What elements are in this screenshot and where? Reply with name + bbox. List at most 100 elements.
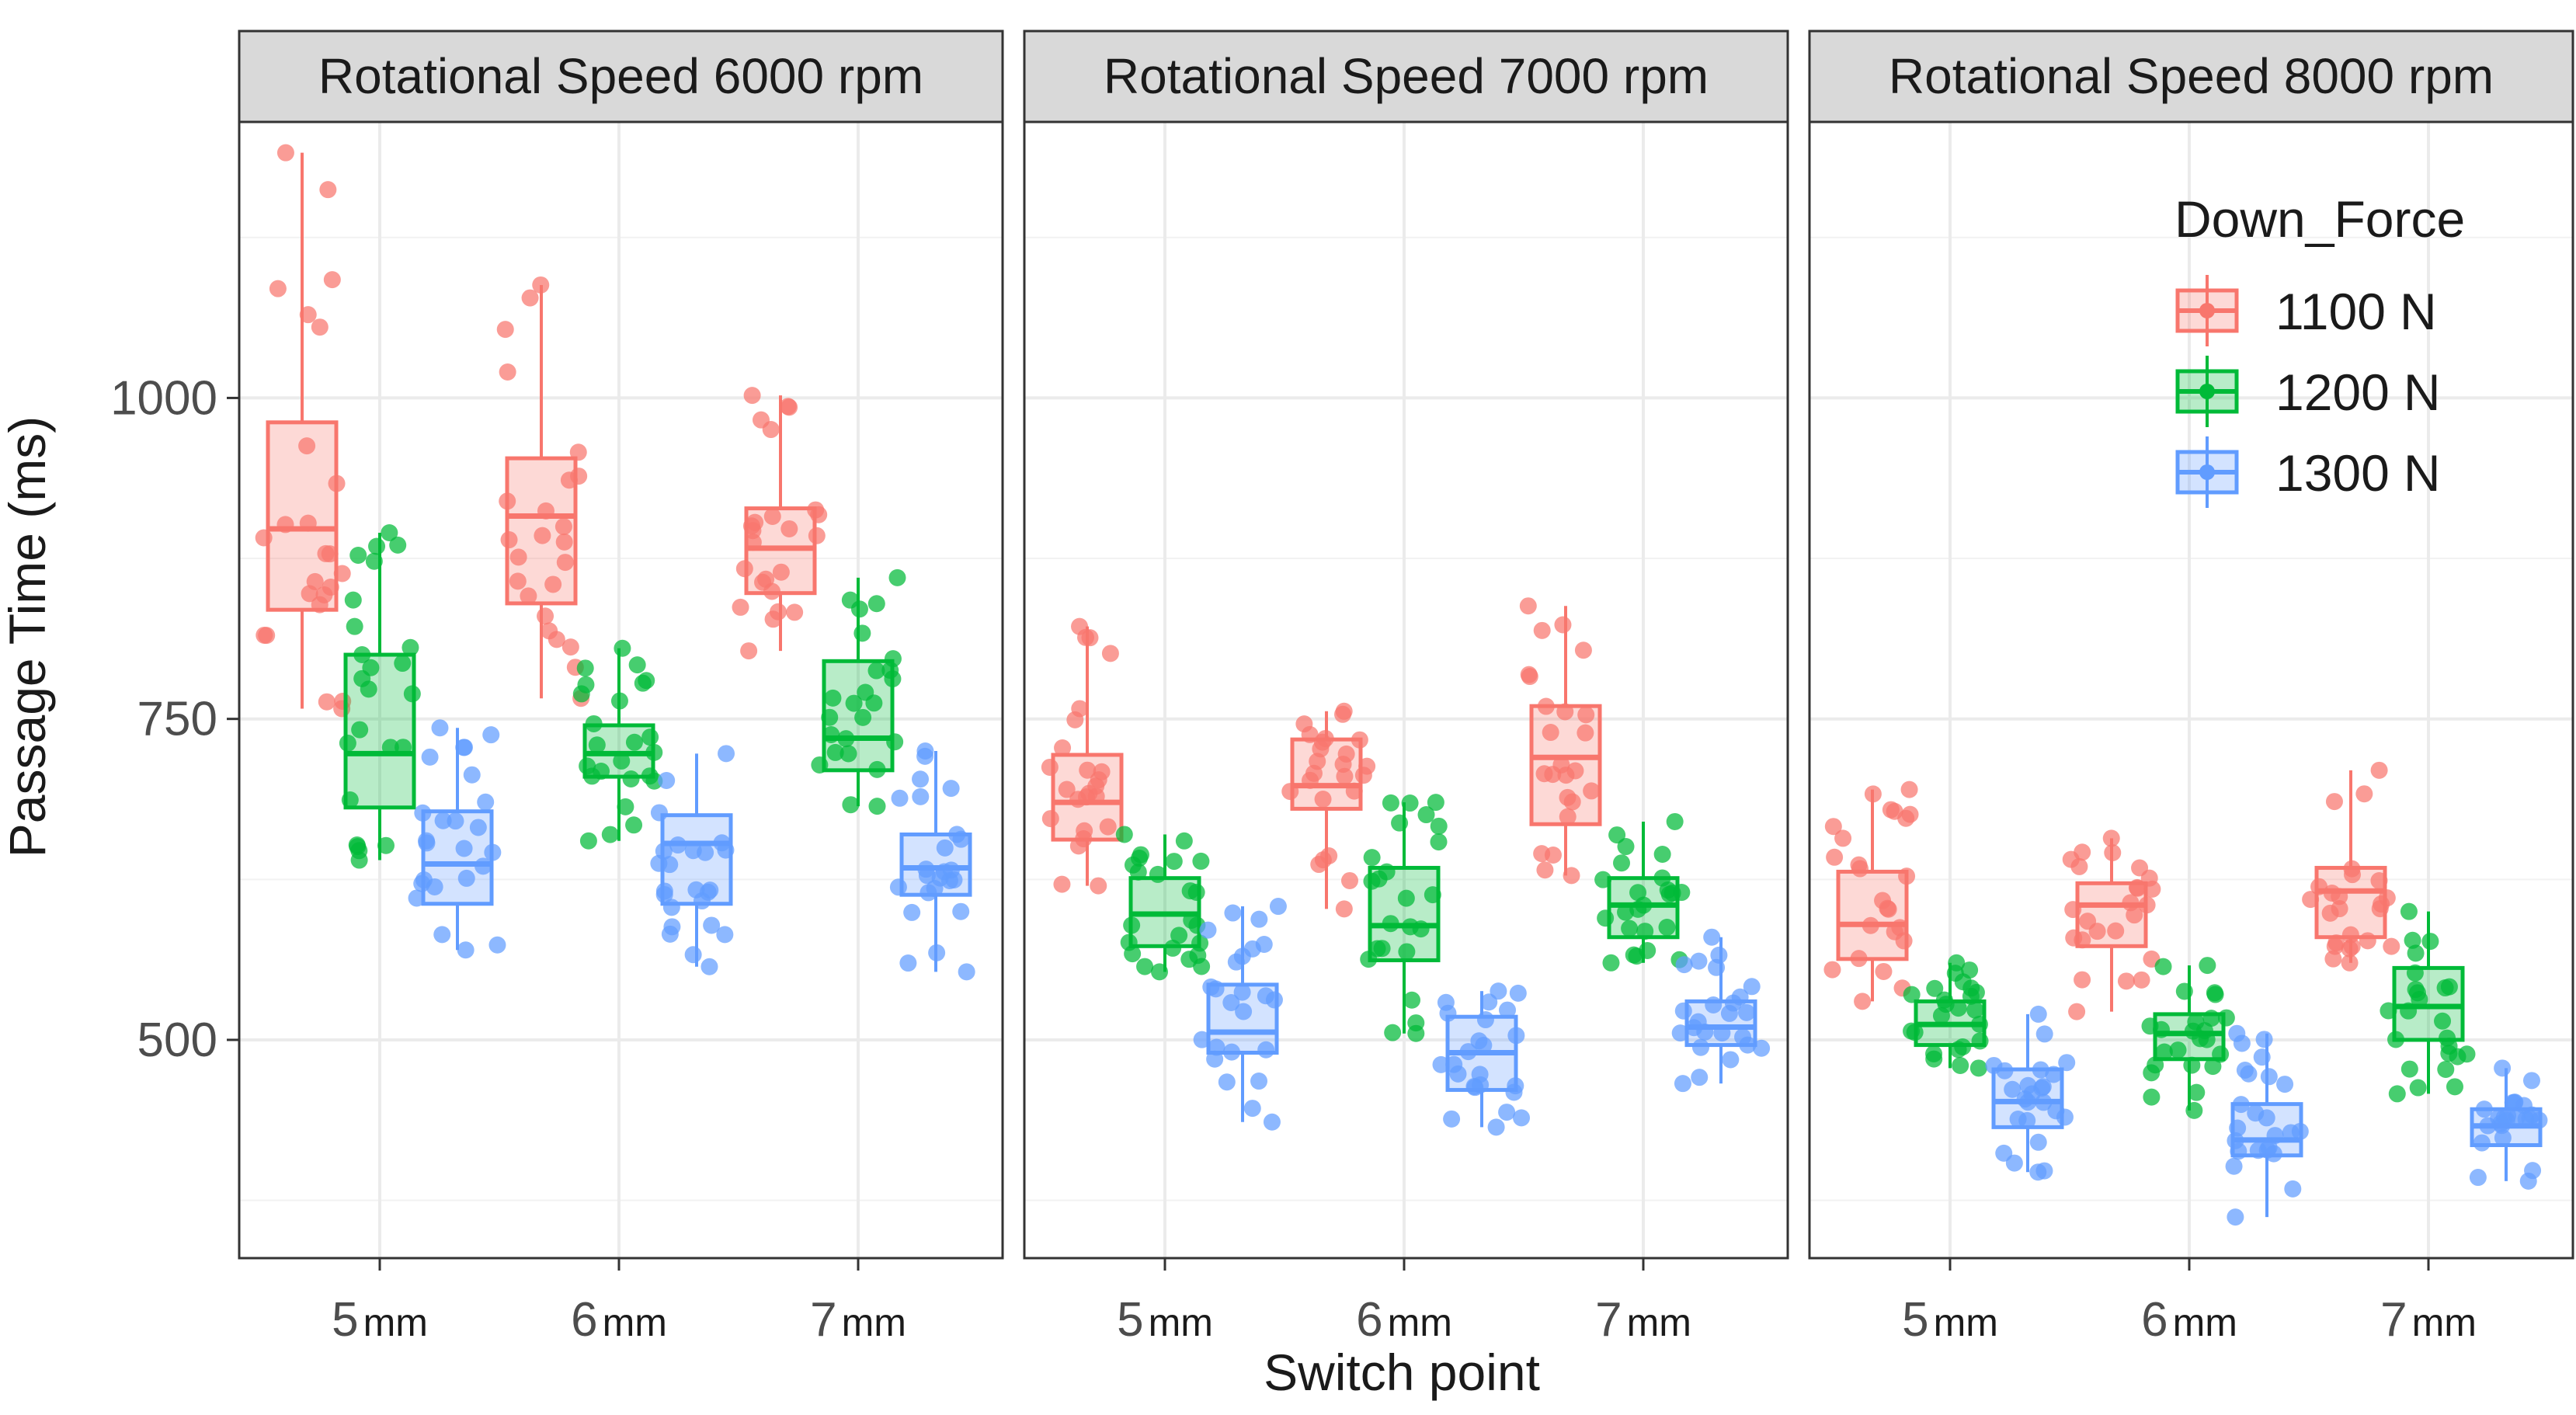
data-point	[457, 869, 475, 887]
data-point	[779, 398, 797, 415]
data-point	[403, 685, 421, 703]
data-point	[1475, 1036, 1493, 1054]
data-point	[537, 502, 554, 520]
data-point	[2005, 1154, 2023, 1172]
data-point	[1903, 986, 1921, 1003]
data-point	[299, 514, 317, 532]
data-point	[928, 944, 946, 961]
data-point	[534, 527, 551, 544]
data-point	[1439, 1004, 1457, 1022]
data-point	[1358, 757, 1376, 775]
data-point	[1180, 951, 1198, 968]
box-3-1300n	[2469, 1059, 2548, 1190]
data-point	[433, 926, 451, 944]
x-tick-unit: mm	[363, 1301, 428, 1344]
data-point	[684, 946, 702, 964]
data-point	[700, 958, 718, 975]
data-point	[2029, 1005, 2047, 1023]
data-point	[341, 791, 359, 809]
data-point	[421, 748, 439, 766]
data-point	[837, 730, 855, 748]
data-point	[588, 736, 606, 754]
data-point	[2126, 906, 2143, 924]
data-point	[1690, 952, 1708, 970]
data-point	[1625, 946, 1643, 964]
box-2-1300n	[2225, 1024, 2309, 1226]
data-point	[1120, 933, 1138, 951]
data-point	[2079, 913, 2097, 930]
data-point	[662, 899, 680, 916]
data-point	[349, 546, 367, 564]
data-point	[2068, 1003, 2086, 1020]
data-point	[556, 554, 574, 572]
data-point	[1222, 993, 1240, 1011]
data-point	[610, 692, 628, 710]
x-tick-number: 6	[1356, 1293, 1382, 1347]
data-point	[447, 812, 464, 830]
data-point	[2185, 1101, 2203, 1119]
data-point	[585, 714, 603, 732]
data-point	[255, 529, 273, 547]
data-point	[1373, 940, 1391, 958]
data-point	[2019, 1093, 2037, 1111]
data-point	[744, 534, 762, 551]
data-point	[1192, 852, 1210, 870]
data-point	[1424, 886, 1441, 904]
data-point	[740, 642, 758, 660]
data-point	[763, 507, 781, 525]
data-point	[2323, 885, 2341, 902]
data-point	[2437, 1060, 2455, 1078]
data-point	[1875, 962, 1893, 980]
data-point	[2133, 971, 2150, 989]
data-point	[2407, 944, 2425, 962]
data-point	[2284, 1180, 2302, 1198]
data-point	[1465, 1077, 1483, 1095]
data-point	[2107, 922, 2125, 940]
data-point	[2175, 982, 2193, 1000]
facet-strip-label: Rotational Speed 7000 rpm	[1104, 48, 1709, 104]
x-tick-number: 7	[810, 1293, 836, 1347]
data-point	[402, 638, 419, 656]
data-point	[743, 387, 761, 405]
box-1-1100n	[1041, 617, 1124, 895]
data-point	[368, 537, 386, 555]
x-tick-label: 7 mm	[1595, 1293, 1691, 1347]
data-point	[1542, 724, 1559, 742]
data-point	[1621, 920, 1639, 937]
data-point	[2310, 878, 2328, 895]
data-point	[1985, 1056, 2003, 1074]
data-point	[868, 760, 886, 778]
data-point	[1703, 928, 1721, 946]
data-point	[601, 826, 619, 843]
data-point	[958, 963, 975, 981]
data-point	[1334, 756, 1352, 774]
data-point	[752, 411, 770, 429]
data-point	[1674, 1075, 1691, 1093]
legend-label: 1200 N	[2275, 363, 2441, 421]
data-point	[1269, 898, 1287, 916]
x-axis-title: Switch point	[1264, 1344, 1540, 1401]
x-tick-unit: mm	[1149, 1301, 1213, 1344]
data-point	[884, 650, 902, 668]
data-point	[1952, 1056, 1969, 1074]
data-point	[942, 780, 960, 798]
data-point	[2227, 1132, 2244, 1149]
data-point	[945, 871, 963, 888]
x-tick-label: 6 mm	[2141, 1293, 2237, 1347]
data-point	[2192, 1030, 2209, 1048]
data-point	[1187, 883, 1205, 901]
data-point	[716, 926, 734, 944]
box-2-1200n	[572, 639, 663, 850]
data-point	[2331, 900, 2348, 918]
data-point	[276, 516, 294, 534]
box-3-1200n	[811, 568, 906, 815]
data-point	[857, 683, 874, 701]
data-point	[475, 857, 492, 875]
data-point	[1537, 697, 1555, 715]
data-point	[1071, 700, 1089, 718]
panel-border	[238, 120, 1004, 1260]
data-point	[1705, 996, 1723, 1013]
data-point	[1891, 919, 1909, 937]
data-point	[1507, 1027, 1525, 1045]
facet-strip	[1808, 30, 2574, 123]
